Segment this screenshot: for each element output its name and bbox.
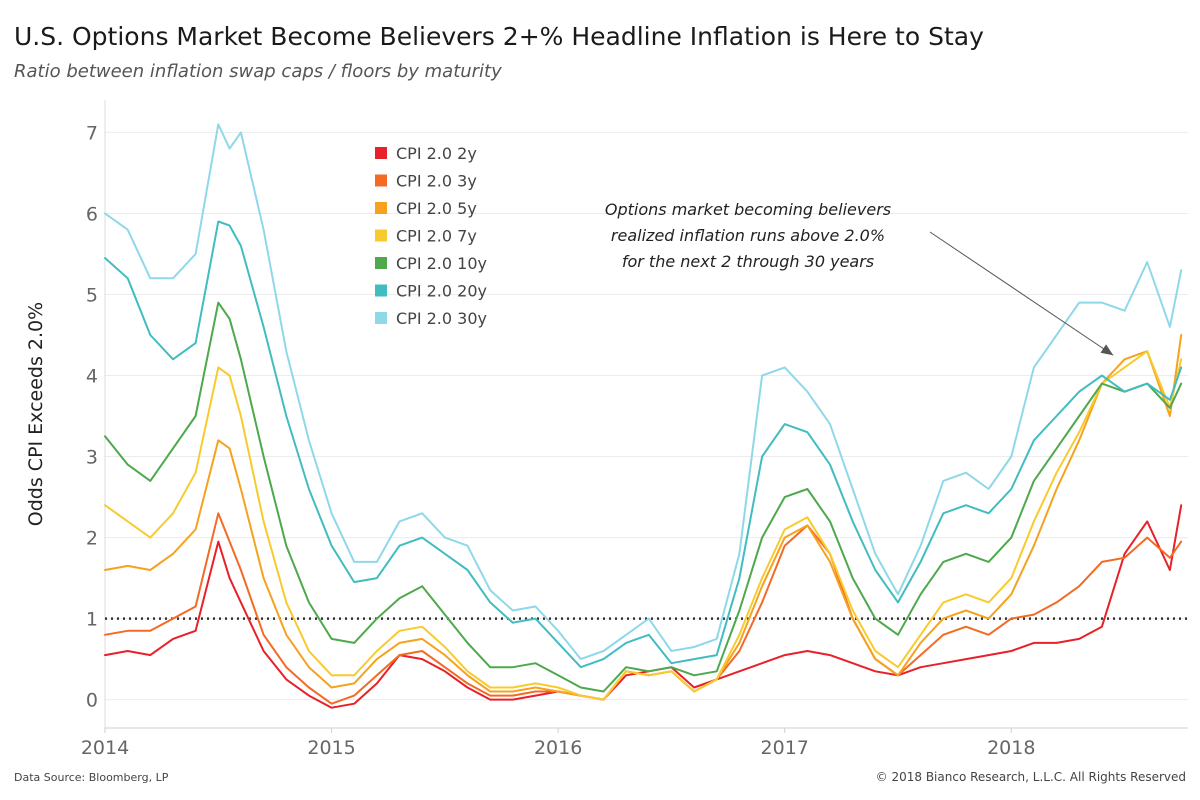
legend-label: CPI 2.0 7y: [396, 227, 477, 246]
x-tick-label: 2015: [307, 737, 355, 759]
data-source: Data Source: Bloomberg, LP: [14, 771, 169, 784]
annotation-text: for the next 2 through 30 years: [622, 252, 874, 271]
series-line: [104, 123, 1183, 661]
axes: 0 1 2 3 4 5 6 7 2014 2015 2016 2017 2018 Odds CPI Exc…: [25, 100, 1188, 759]
chart-subtitle: Ratio between inflation swap caps / floo…: [14, 61, 502, 82]
legend-label: CPI 2.0 10y: [396, 254, 487, 273]
y-tick-label: 0: [86, 690, 98, 712]
y-tick-label: 6: [86, 203, 98, 225]
legend-swatch: [375, 174, 387, 187]
legend-label: CPI 2.0 30y: [396, 309, 487, 328]
legend-swatch: [375, 312, 387, 324]
annotation-arrow: [929, 231, 1114, 356]
legend-swatch: [375, 202, 387, 214]
x-tick-label: 2018: [987, 737, 1035, 759]
legend-label: CPI 2.0 3y: [396, 172, 477, 191]
legend-swatch: [375, 257, 387, 269]
series-line: [104, 220, 1183, 669]
y-tick-label: 4: [86, 366, 98, 388]
legend-swatch: [375, 147, 387, 159]
legend-swatch: [375, 229, 387, 242]
y-tick-label: 3: [86, 447, 98, 469]
y-tick-label: 7: [86, 122, 98, 144]
series-line: [104, 301, 1183, 693]
x-tick-label: 2017: [761, 737, 809, 759]
y-tick-label: 2: [86, 528, 98, 550]
annotation-arrowhead: [1100, 344, 1114, 356]
chart-title: U.S. Options Market Become Believers 2+%…: [14, 22, 984, 51]
x-tick-label: 2016: [534, 737, 582, 759]
y-tick-label: 5: [86, 284, 98, 306]
legend-label: CPI 2.0 20y: [396, 282, 487, 301]
copyright: © 2018 Bianco Research, L.L.C. All Right…: [875, 770, 1186, 784]
legend: CPI 2.0 2y CPI 2.0 3y CPI 2.0 5y CPI 2.0 7y…: [375, 144, 487, 328]
y-tick-label: 1: [86, 609, 98, 631]
legend-label: CPI 2.0 2y: [396, 144, 477, 163]
annotation-text: realized inflation runs above 2.0%: [611, 226, 885, 245]
y-axis-label: Odds CPI Exceeds 2.0%: [25, 302, 47, 526]
annotation: Options market becoming believers realize…: [605, 200, 1114, 356]
x-tick-label: 2014: [81, 737, 129, 759]
series-line: [104, 350, 1183, 701]
legend-label: CPI 2.0 5y: [396, 199, 477, 218]
series-lines: [104, 123, 1183, 709]
legend-swatch: [375, 284, 387, 297]
annotation-text: Options market becoming believers: [605, 200, 891, 219]
series-line: [104, 504, 1183, 709]
